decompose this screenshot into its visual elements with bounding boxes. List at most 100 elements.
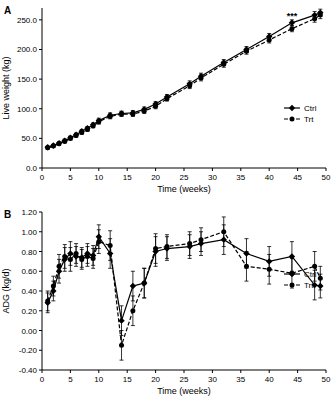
- panel-title: A: [4, 5, 11, 16]
- plot-area: [44, 217, 323, 360]
- error-cap: [142, 268, 146, 269]
- marker: [164, 96, 169, 101]
- series-line: [48, 13, 321, 148]
- error-cap: [313, 299, 317, 300]
- error-cap: [165, 260, 169, 261]
- error-bar: [131, 296, 135, 326]
- error-cap: [244, 251, 248, 252]
- marker: [90, 122, 96, 128]
- y-label: ADG (kg/d): [1, 268, 11, 313]
- error-cap: [91, 268, 95, 269]
- error-cap: [267, 284, 271, 285]
- x-tick-label: 15: [123, 173, 132, 182]
- error-cap: [68, 241, 72, 242]
- marker: [51, 144, 56, 149]
- error-bar: [68, 137, 72, 141]
- error-bar: [97, 230, 101, 254]
- annotation: ***: [287, 11, 298, 21]
- legend-label: Trt: [304, 115, 314, 124]
- marker: [96, 239, 101, 244]
- y-tick-label: -0.40: [19, 366, 38, 375]
- marker: [85, 254, 90, 259]
- x-tick-label: 5: [68, 173, 73, 182]
- error-cap: [244, 48, 248, 49]
- error-cap: [120, 360, 124, 361]
- x-tick-label: 0: [40, 375, 45, 384]
- error-bar: [57, 254, 61, 278]
- marker: [289, 105, 295, 111]
- marker: [118, 110, 124, 116]
- error-bar: [154, 234, 158, 264]
- y-tick-label: 0.00: [21, 327, 37, 336]
- x-tick-label: 30: [208, 375, 217, 384]
- error-cap: [199, 227, 203, 228]
- x-tick: [240, 168, 241, 171]
- error-cap: [120, 305, 124, 306]
- marker: [74, 133, 79, 138]
- marker: [267, 38, 272, 43]
- error-cap: [57, 278, 61, 279]
- x-tick: [269, 168, 270, 171]
- marker: [130, 283, 136, 289]
- error-bar: [267, 254, 271, 284]
- error-cap: [91, 245, 95, 246]
- marker: [68, 257, 73, 262]
- x-tick-label: 20: [151, 375, 160, 384]
- marker: [50, 142, 56, 148]
- error-cap: [131, 271, 135, 272]
- marker: [91, 123, 96, 128]
- y-tick: [39, 291, 42, 292]
- error-cap: [188, 82, 192, 83]
- error-bar: [188, 83, 192, 89]
- error-bar: [199, 75, 203, 81]
- marker: [187, 83, 192, 88]
- error-cap: [290, 241, 294, 242]
- y-tick: [39, 49, 42, 50]
- error-cap: [108, 230, 112, 231]
- error-cap: [80, 269, 84, 270]
- marker: [68, 136, 73, 141]
- x-label: Time (weeks): [157, 184, 211, 194]
- error-cap: [97, 253, 101, 254]
- error-cap: [188, 258, 192, 259]
- x-tick-label: 20: [151, 173, 160, 182]
- error-cap: [142, 297, 146, 298]
- x-tick-label: 50: [322, 375, 331, 384]
- marker: [244, 49, 249, 54]
- y-tick-label: 0.20: [21, 307, 37, 316]
- figure: 0.050.0100.0150.0200.0250.00510152025303…: [0, 0, 336, 400]
- x-tick: [98, 370, 99, 373]
- error-cap: [46, 310, 50, 311]
- x-tick: [240, 370, 241, 373]
- error-cap: [188, 88, 192, 89]
- y-tick: [39, 271, 42, 272]
- error-cap: [222, 216, 226, 217]
- y-tick-label: 1.00: [21, 228, 37, 237]
- error-cap: [97, 224, 101, 225]
- error-cap: [97, 229, 101, 230]
- error-bar: [199, 228, 203, 252]
- marker: [45, 145, 50, 150]
- x-tick-label: 25: [180, 375, 189, 384]
- error-cap: [244, 281, 248, 282]
- error-bar: [85, 128, 89, 132]
- error-bar: [63, 140, 67, 144]
- error-bar: [244, 48, 248, 54]
- marker: [56, 140, 62, 146]
- x-tick: [155, 370, 156, 373]
- marker: [153, 246, 158, 251]
- marker: [51, 284, 56, 289]
- x-tick-label: 40: [265, 173, 274, 182]
- x-tick: [184, 370, 185, 373]
- x-label: Time (weeks): [157, 386, 211, 396]
- error-bar: [74, 244, 78, 264]
- x-tick: [269, 370, 270, 373]
- plot-area: [44, 9, 323, 150]
- x-tick-label: 10: [94, 173, 103, 182]
- y-tick-label: 1.20: [21, 208, 37, 217]
- x-tick: [70, 168, 71, 171]
- error-cap: [74, 243, 78, 244]
- marker: [84, 125, 90, 131]
- x-tick: [326, 370, 327, 373]
- error-bar: [142, 268, 146, 298]
